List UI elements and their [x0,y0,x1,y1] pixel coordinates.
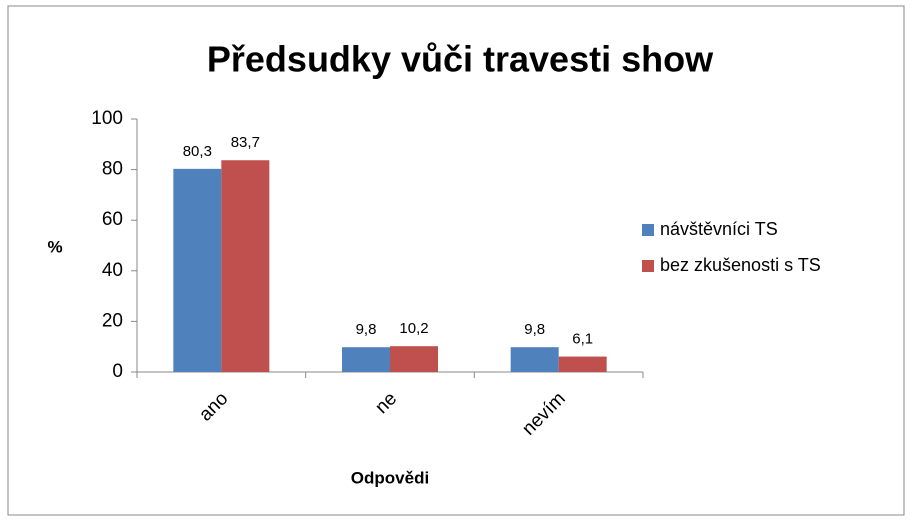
y-tick-label: 40 [102,260,123,281]
bar [221,160,270,372]
bar [558,356,607,372]
data-label: 9,8 [356,321,377,338]
x-axis-label: Odpovědi [351,468,429,487]
y-tick-label: 100 [91,108,123,129]
data-label: 9,8 [524,321,545,338]
bar [510,347,559,372]
chart-border [7,5,905,516]
data-label: 83,7 [231,134,260,151]
data-label: 10,2 [399,320,428,337]
y-tick-label: 60 [102,209,123,230]
bar [173,168,222,372]
y-axis-label: % [47,237,62,256]
chart-title: Předsudky vůči travesti show [207,39,714,80]
legend-label: bez zkušenosti s TS [660,255,821,275]
legend-swatch [642,224,654,236]
legend-label: návštěvníci TS [660,219,778,239]
y-tick-label: 20 [102,310,123,331]
legend-swatch [642,260,654,272]
data-label: 80,3 [183,143,212,160]
data-label: 6,1 [572,331,593,348]
y-tick-label: 80 [102,159,123,180]
y-tick-label: 0 [112,361,123,382]
bar [342,347,390,372]
bar [390,346,438,372]
